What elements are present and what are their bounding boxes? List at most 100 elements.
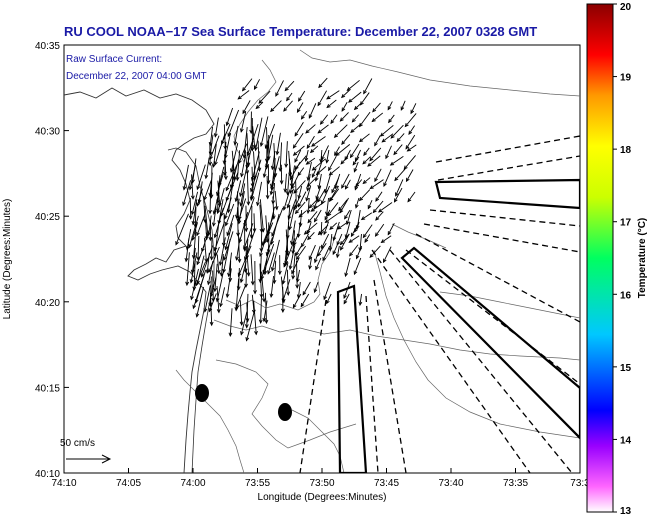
current-arrow	[235, 150, 241, 182]
current-arrow	[374, 168, 382, 183]
current-arrow	[225, 164, 238, 192]
current-arrow	[380, 235, 392, 244]
current-arrow	[385, 145, 392, 160]
current-arrow	[253, 260, 257, 295]
current-arrow	[315, 185, 322, 201]
current-arrow	[270, 156, 280, 189]
current-arrow	[348, 235, 360, 243]
current-arrow	[379, 125, 394, 137]
x-tick-label: 73:55	[245, 478, 270, 489]
current-arrow	[203, 180, 212, 201]
current-arrow	[294, 201, 306, 215]
current-arrow	[293, 180, 306, 194]
current-arrow	[354, 149, 361, 162]
current-arrow	[406, 144, 417, 152]
current-arrow	[372, 200, 384, 214]
current-arrow	[341, 173, 350, 189]
current-arrow	[389, 155, 404, 166]
bathymetry-contour	[175, 369, 245, 473]
scale-arrow	[66, 454, 112, 464]
current-arrow	[242, 127, 248, 159]
current-arrow	[250, 159, 262, 193]
current-arrow	[229, 143, 239, 173]
current-arrow	[185, 252, 190, 287]
map-title: RU COOL NOAA−17 Sea Surface Temperature:…	[64, 24, 537, 39]
current-arrow	[351, 114, 359, 123]
current-arrow	[360, 212, 373, 221]
current-arrow	[322, 245, 331, 262]
current-arrow	[306, 221, 312, 235]
current-arrow	[396, 133, 405, 143]
current-arrow	[295, 269, 300, 284]
current-arrow	[282, 191, 290, 211]
current-arrow	[243, 223, 254, 250]
current-arrow	[295, 260, 300, 289]
bathymetry-contour	[391, 223, 447, 249]
current-arrow	[270, 213, 280, 246]
bathymetry-contour	[215, 359, 357, 449]
current-arrow	[239, 166, 248, 198]
current-arrow	[326, 99, 337, 109]
current-arrow	[189, 252, 198, 284]
current-arrow	[332, 221, 340, 242]
current-arrow	[223, 157, 228, 181]
station-marker	[195, 384, 209, 402]
current-arrow	[353, 102, 362, 111]
current-arrow	[306, 197, 311, 215]
current-arrow	[239, 111, 247, 133]
current-arrow	[286, 269, 291, 296]
current-arrow	[195, 286, 205, 318]
current-arrow	[302, 281, 311, 296]
current-arrow	[190, 191, 199, 216]
current-arrow	[291, 173, 300, 190]
current-arrow	[246, 123, 259, 157]
current-arrow	[394, 168, 406, 182]
y-axis-ticks: 40:35 40:30 40:25 40:20 40:15 40:10	[35, 41, 69, 480]
current-arrow	[393, 187, 403, 203]
current-arrow	[289, 165, 295, 195]
current-arrow	[227, 252, 232, 278]
bathymetry-contour	[299, 49, 580, 97]
current-arrow	[336, 233, 343, 246]
current-arrow	[300, 110, 308, 120]
station-marker	[278, 403, 292, 421]
current-arrow	[292, 293, 302, 309]
current-arrow	[349, 143, 360, 159]
current-arrow	[407, 191, 416, 203]
inset-line-1: Raw Surface Current:	[66, 54, 162, 65]
current-arrow	[311, 136, 326, 147]
current-arrow	[311, 158, 326, 171]
current-arrow	[222, 239, 231, 274]
current-arrow	[334, 173, 341, 190]
y-tick-label: 40:20	[35, 298, 60, 309]
current-arrow	[293, 197, 300, 212]
current-arrow	[265, 134, 274, 169]
current-arrow	[269, 275, 274, 299]
current-arrow	[328, 233, 333, 252]
current-arrow	[364, 234, 371, 243]
current-arrow	[369, 147, 382, 162]
current-arrow	[375, 191, 383, 202]
current-arrow	[224, 203, 235, 227]
current-arrow	[326, 90, 340, 100]
current-arrow	[263, 222, 274, 245]
current-arrow	[196, 188, 203, 207]
current-arrow	[367, 199, 373, 210]
current-arrow	[362, 224, 373, 239]
current-arrow	[226, 214, 235, 237]
current-arrow	[250, 172, 260, 200]
current-arrow	[295, 245, 307, 261]
current-arrow	[225, 107, 234, 127]
scale-label: 50 cm/s	[60, 438, 95, 449]
current-arrow	[305, 185, 312, 202]
current-arrow	[250, 151, 260, 182]
current-arrow	[188, 197, 193, 220]
current-arrow	[330, 114, 338, 125]
current-arrow	[224, 223, 233, 251]
current-arrow	[208, 246, 220, 273]
current-arrow	[292, 133, 304, 149]
current-arrow	[297, 191, 307, 208]
current-arrow	[256, 181, 263, 207]
current-arrow	[209, 276, 217, 298]
current-arrow	[262, 300, 268, 323]
